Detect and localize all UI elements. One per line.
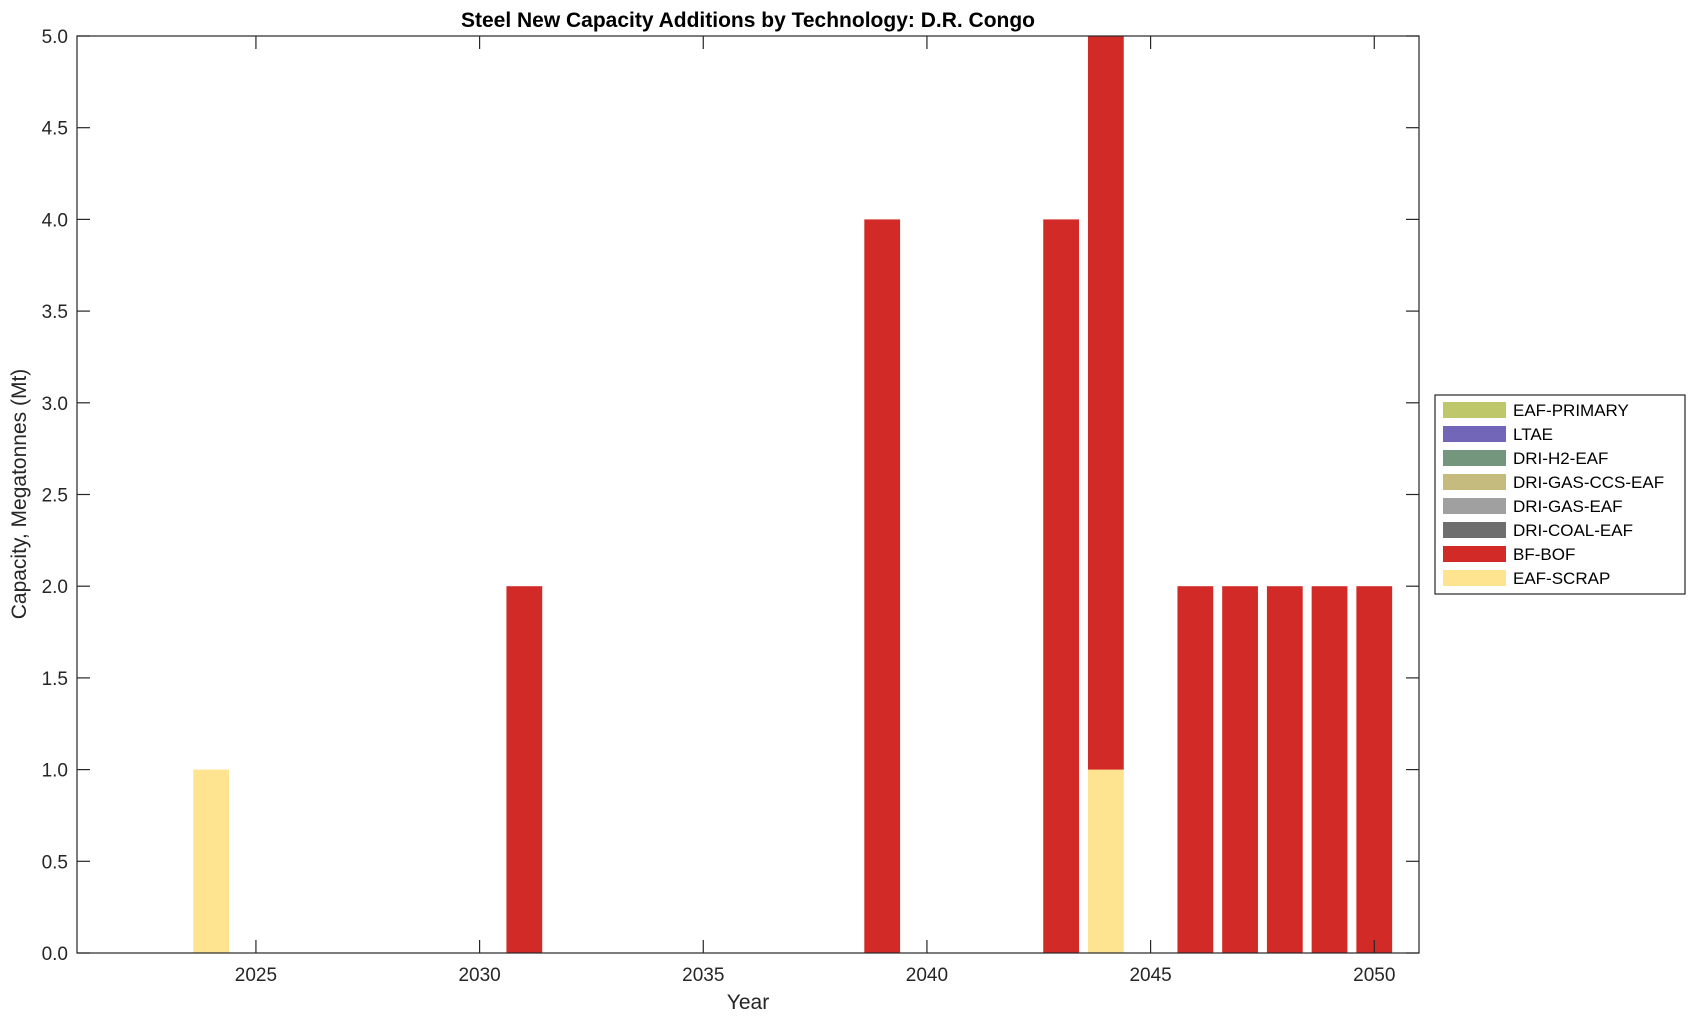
bar-2024-eaf-scrap	[193, 769, 230, 953]
bar-2049-bf-bof	[1311, 586, 1348, 953]
plot-area-frame	[76, 35, 1420, 954]
legend-swatch-bf-bof	[1443, 546, 1506, 562]
legend-label: DRI-GAS-CCS-EAF	[1513, 473, 1664, 492]
legend-swatch-dri-gas-eaf	[1443, 498, 1506, 514]
y-axis: 0.0 0.5 1.0 1.5 2.0 2.5 3.0 3.5 4.0 4.5 5.0	[42, 27, 1419, 965]
bar-2044-eaf-scrap	[1087, 769, 1124, 953]
x-axis-label: Year	[727, 991, 769, 1014]
x-axis: 2025 2030 2035 2040 2045 2050	[235, 36, 1395, 986]
x-tick-label: 2025	[235, 965, 277, 986]
legend-swatch-dri-gas-ccs-eaf	[1443, 474, 1506, 490]
legend-swatch-dri-h2-eaf	[1443, 450, 1506, 466]
y-axis-label: Capacity, Megatonnes (Mt)	[8, 369, 31, 620]
legend-swatch-ltae	[1443, 426, 1506, 442]
legend-swatch-eaf-scrap	[1443, 570, 1506, 586]
y-tick-label: 5.0	[42, 27, 68, 48]
y-tick-label: 3.0	[42, 394, 68, 415]
bar-2043-bf-bof	[1043, 219, 1080, 953]
legend-label: BF-BOF	[1513, 545, 1575, 564]
x-tick-label: 2040	[906, 965, 948, 986]
x-tick-label: 2045	[1129, 965, 1171, 986]
y-tick-label: 0.5	[42, 852, 68, 873]
legend-swatch-dri-coal-eaf	[1443, 522, 1506, 538]
legend-label: DRI-COAL-EAF	[1513, 521, 1633, 540]
legend-label: LTAE	[1513, 425, 1553, 444]
legend-label: EAF-PRIMARY	[1513, 401, 1629, 420]
y-tick-label: 1.0	[42, 761, 68, 782]
bar-2047-bf-bof	[1222, 586, 1258, 953]
x-tick-label: 2035	[682, 965, 724, 986]
y-tick-label: 4.5	[42, 119, 68, 140]
bar-2039-bf-bof	[864, 219, 901, 953]
bar-2031-bf-bof	[506, 586, 543, 953]
bars-group	[193, 36, 1393, 953]
x-tick-label: 2050	[1353, 965, 1395, 986]
chart-title: Steel New Capacity Additions by Technolo…	[461, 9, 1035, 32]
legend-label: DRI-H2-EAF	[1513, 449, 1608, 468]
legend-box	[1434, 394, 1686, 595]
y-tick-label: 4.0	[42, 210, 68, 231]
bar-2050-bf-bof	[1356, 586, 1393, 953]
bar-2048-bf-bof	[1266, 586, 1303, 953]
y-tick-label: 2.5	[42, 486, 68, 507]
legend: EAF-PRIMARY LTAE DRI-H2-EAF DRI-GAS-CCS-EAF…	[1434, 394, 1686, 595]
y-tick-label: 1.5	[42, 669, 68, 690]
y-tick-label: 3.5	[42, 302, 68, 323]
bar-2044-bf-bof	[1087, 36, 1124, 770]
y-tick-label: 0.0	[42, 944, 68, 965]
legend-swatch-eaf-primary	[1443, 402, 1506, 418]
y-tick-label: 2.0	[42, 577, 68, 598]
x-tick-label: 2030	[458, 965, 500, 986]
legend-label: EAF-SCRAP	[1513, 569, 1610, 588]
legend-label: DRI-GAS-EAF	[1513, 497, 1623, 516]
bar-2046-bf-bof	[1177, 586, 1214, 953]
